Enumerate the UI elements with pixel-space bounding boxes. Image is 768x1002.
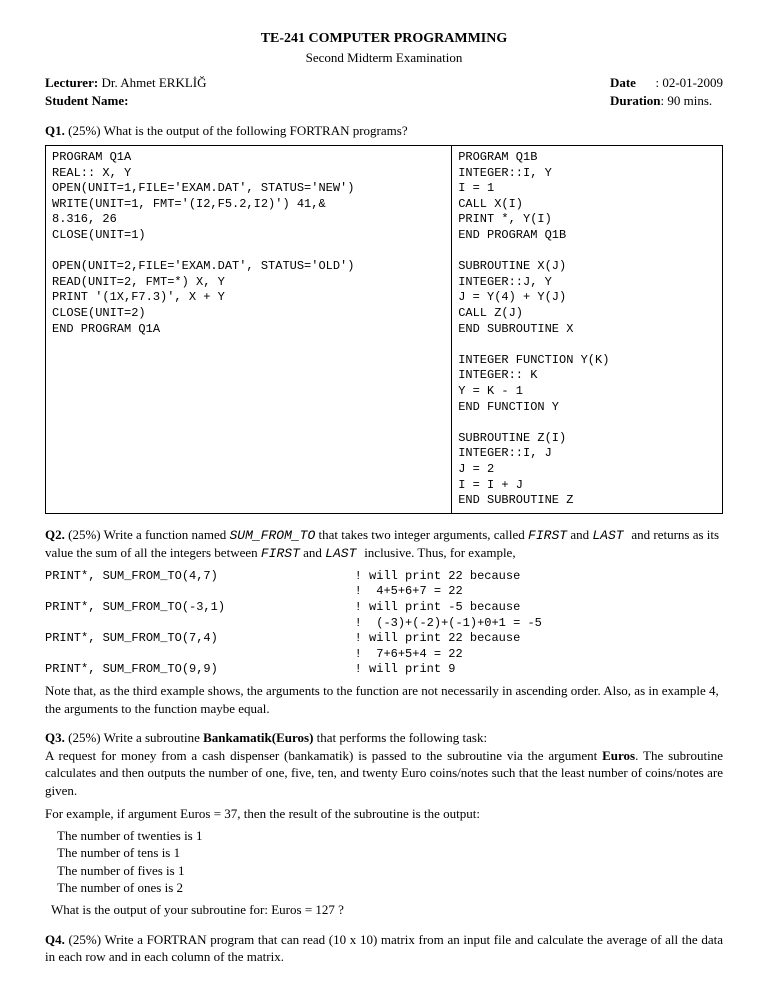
q1-code-right: PROGRAM Q1B INTEGER::I, Y I = 1 CALL X(I… [452,146,723,514]
q1-label: Q1. [45,123,65,138]
q1-heading: Q1. (25%) What is the output of the foll… [45,122,723,140]
q2-func: SUM_FROM_TO [229,528,315,543]
q4-text: Write a FORTRAN program that can read (1… [45,932,723,965]
q3-para: A request for money from a cash dispense… [45,748,602,763]
q2-arg1b: FIRST [261,546,300,561]
q2-t6: inclusive. Thus, for example, [364,545,515,560]
q3-euros: Euros [602,748,635,763]
q2-arg1a: FIRST [528,528,567,543]
q2-examples: PRINT*, SUM_FROM_TO(4,7) ! will print 22… [45,569,723,678]
q1-weight: (25%) [68,123,104,138]
student-name-label: Student Name: [45,93,128,108]
q3-ex-intro: For example, if argument Euros = 37, the… [45,805,723,823]
q4-weight: (25%) [69,932,105,947]
q3-line-ones: The number of ones is 2 [57,879,723,897]
q1-text: What is the output of the following FORT… [104,123,408,138]
q3-line-twenties: The number of twenties is 1 [57,827,723,845]
date-label: Date [610,75,636,90]
q1-code-left: PROGRAM Q1A REAL:: X, Y OPEN(UNIT=1,FILE… [46,146,452,514]
q3-t2: that performs the following task: [313,730,487,745]
q3-label: Q3. [45,730,65,745]
q2-t2: that takes two integer arguments, called [315,527,528,542]
q2-arg2b: LAST [325,546,364,561]
q1-code-table: PROGRAM Q1A REAL:: X, Y OPEN(UNIT=1,FILE… [45,145,723,514]
q2-weight: (25%) [68,527,104,542]
course-title: TE-241 COMPUTER PROGRAMMING [45,30,723,49]
q3-line-tens: The number of tens is 1 [57,844,723,862]
q2-arg2a: LAST [592,528,631,543]
q2-label: Q2. [45,527,65,542]
q3-ask: What is the output of your subroutine fo… [51,901,723,919]
q2-note: Note that, as the third example shows, t… [45,682,723,717]
q2-t1: Write a function named [104,527,230,542]
q3-sub: Bankamatik(Euros) [203,730,313,745]
q3-weight: (25%) [68,730,104,745]
duration-value: : 90 mins. [661,93,713,108]
lecturer-name: Dr. Ahmet ERKLİĞ [98,75,206,90]
duration-label: Duration [610,93,661,108]
q4-label: Q4. [45,932,65,947]
lecturer-label: Lecturer: [45,75,98,90]
q2-heading: Q2. (25%) Write a function named SUM_FRO… [45,526,723,563]
exam-subtitle: Second Midterm Examination [45,49,723,67]
header-info-row: Lecturer: Dr. Ahmet ERKLİĞ Student Name:… [45,74,723,109]
q3-t1: Write a subroutine [104,730,203,745]
q4-heading: Q4. (25%) Write a FORTRAN program that c… [45,931,723,966]
date-value: : 02-01-2009 [655,75,723,90]
q2-t5: and [300,545,325,560]
q2-t3: and [567,527,592,542]
q3-output-lines: The number of twenties is 1 The number o… [57,827,723,897]
q3-line-fives: The number of fives is 1 [57,862,723,880]
q3-heading: Q3. (25%) Write a subroutine Bankamatik(… [45,729,723,799]
